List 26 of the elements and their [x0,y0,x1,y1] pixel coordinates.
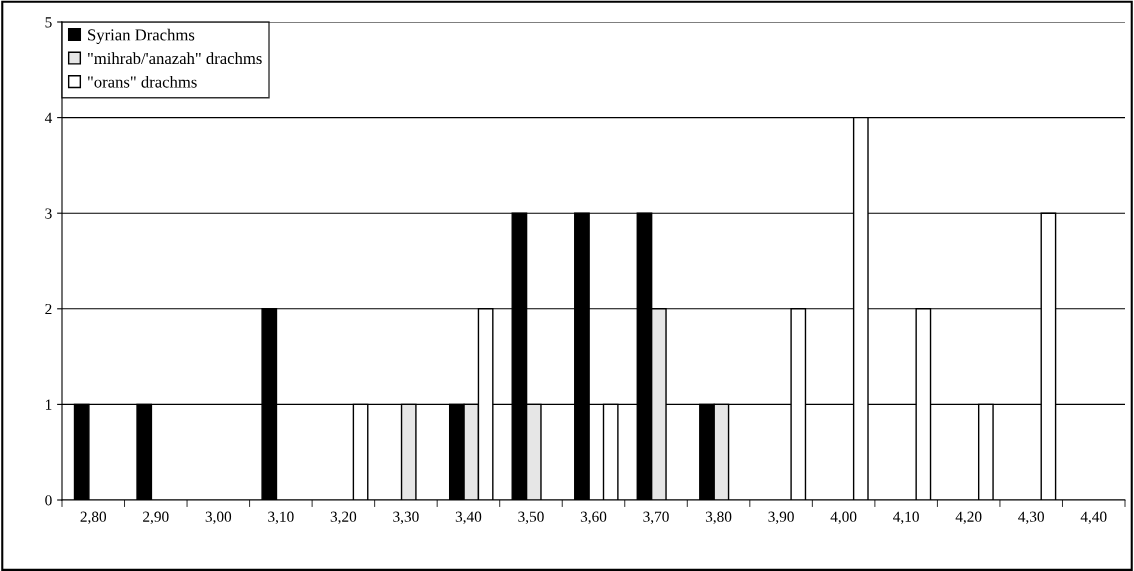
x-tick-label: 3,90 [768,511,794,525]
x-tick-label: 3,80 [705,511,732,525]
y-tick-label: 1 [45,399,52,410]
x-tick-label: 2,80 [80,511,107,525]
x-tick-label: 3,30 [393,511,419,525]
y-tick-label: 5 [45,17,52,28]
x-tick-label: 3,20 [330,511,357,525]
x-tick-label: 3,10 [268,511,294,525]
y-tick-label: 3 [45,208,52,219]
legend-label: "mihrab/'anazah" drachms [88,52,262,65]
legend-label: Syrian Drachms [88,28,195,44]
x-tick-label: 3,00 [205,511,232,525]
x-tick-label: 4,10 [893,511,919,525]
x-tick-label: 4,20 [955,511,982,525]
x-tick-label: 4,00 [830,511,857,525]
x-tick-label: 2,90 [143,511,169,525]
y-tick-label: 0 [45,495,52,506]
legend-label: "orans" drachms [88,75,197,88]
x-tick-label: 3,70 [643,511,669,525]
x-tick-label: 3,50 [518,511,544,525]
y-tick-label: 4 [44,112,53,123]
x-tick-label: 3,40 [455,511,482,525]
x-tick-label: 3,60 [580,511,607,525]
y-tick-label: 2 [45,303,52,315]
x-tick-label: 4,30 [1018,511,1044,525]
x-tick-label: 4,40 [1080,511,1107,525]
